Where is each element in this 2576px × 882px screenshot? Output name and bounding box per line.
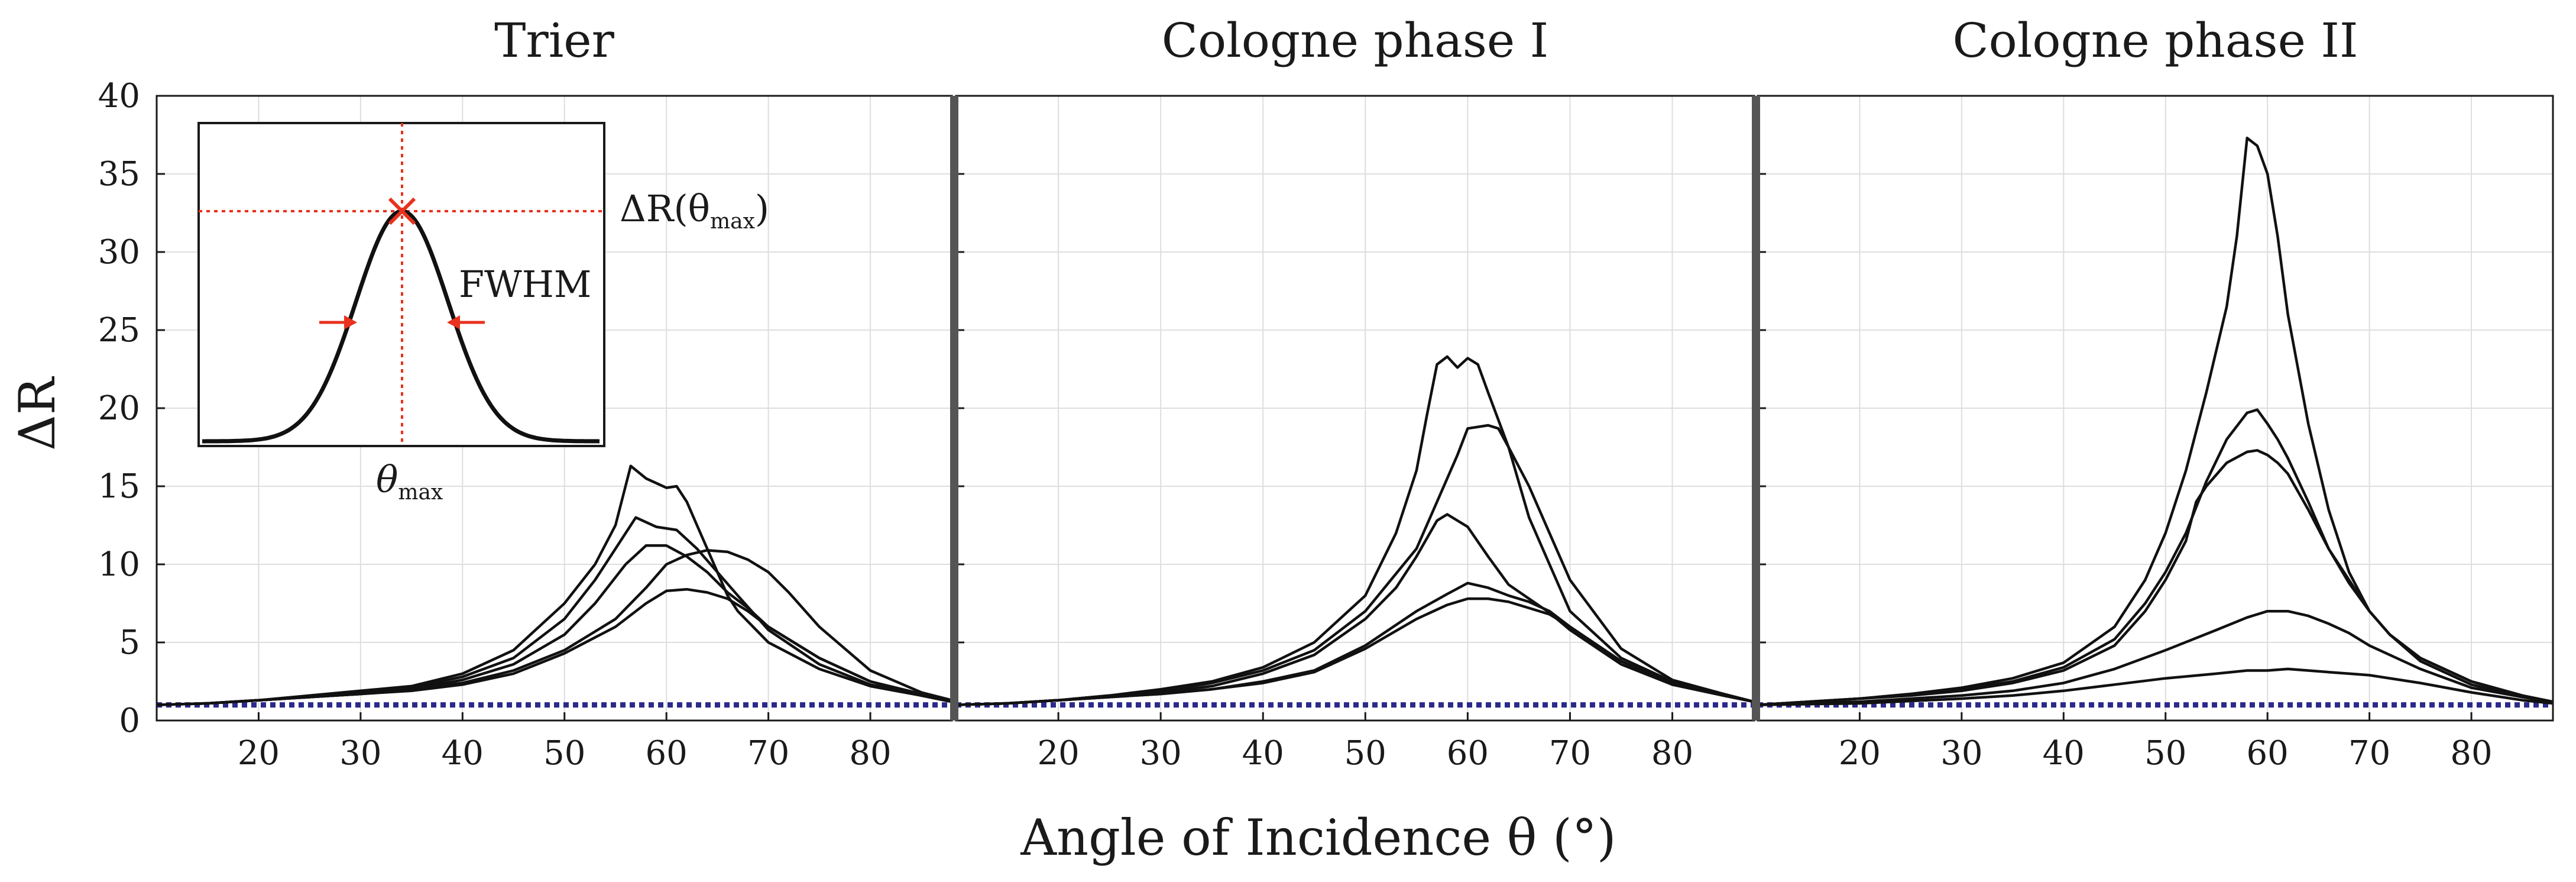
x-tick-label: 70 xyxy=(747,734,789,773)
series-line-5 xyxy=(955,597,1755,706)
x-tick-label: 70 xyxy=(1549,734,1591,773)
series-line-5 xyxy=(1757,667,2554,706)
series-line-3 xyxy=(955,513,1755,706)
x-tick-label: 20 xyxy=(1839,734,1881,773)
y-axis-label: ΔR xyxy=(8,376,66,451)
x-tick-label: 70 xyxy=(2348,734,2390,773)
panel-title: Trier xyxy=(494,13,615,68)
y-tick-label: 35 xyxy=(98,155,140,193)
y-tick-label: 30 xyxy=(98,233,140,272)
x-tick-label: 30 xyxy=(1940,734,1982,773)
chart-panel-3: 20 30 40 50 60 70 80 Cologne phase II xyxy=(1752,13,2554,773)
inset-schematic: FWHM θmax ΔR(θmax) xyxy=(197,122,769,505)
x-tick-label: 40 xyxy=(2043,734,2085,773)
panel-title: Cologne phase II xyxy=(1952,13,2358,68)
y-tick-label: 25 xyxy=(98,311,140,350)
inset-fwhm-label: FWHM xyxy=(459,263,591,306)
x-tick-label: 60 xyxy=(2247,734,2289,773)
x-tick-label: 30 xyxy=(339,734,381,773)
peak-marker-icon xyxy=(388,197,416,225)
x-tick-label: 50 xyxy=(1344,734,1386,773)
chart-panel-2: 20 30 40 50 60 70 80 Cologne phase I xyxy=(950,13,1755,773)
x-tick-label: 80 xyxy=(2450,734,2492,773)
x-tick-label: 20 xyxy=(238,734,280,773)
series-line-3 xyxy=(1757,449,2554,706)
y-tick-label: 10 xyxy=(98,545,140,584)
y-tick-label: 15 xyxy=(98,467,140,506)
y-tick-label: 40 xyxy=(98,77,140,115)
series-line-1 xyxy=(156,464,952,706)
panel-title: Cologne phase I xyxy=(1162,13,1549,68)
x-tick-label: 80 xyxy=(849,734,891,773)
inset-peak-label: ΔR(θmax) xyxy=(620,187,769,234)
x-tick-label: 30 xyxy=(1140,734,1182,773)
panel-separator xyxy=(950,96,958,721)
x-tick-label: 60 xyxy=(1447,734,1489,773)
x-tick-label: 80 xyxy=(1651,734,1693,773)
x-tick-label: 40 xyxy=(1242,734,1284,773)
x-tick-label: 20 xyxy=(1037,734,1079,773)
series-line-1 xyxy=(955,355,1755,706)
inset-theta-max-label: θmax xyxy=(376,458,443,505)
y-tick-label: 5 xyxy=(119,623,140,662)
series-line-5 xyxy=(156,587,952,706)
x-axis-label: Angle of Incidence θ (°) xyxy=(1020,809,1616,867)
x-tick-label: 60 xyxy=(646,734,688,773)
panel-separator xyxy=(1752,96,1760,721)
x-tick-label: 50 xyxy=(543,734,585,773)
x-tick-label: 40 xyxy=(442,734,484,773)
x-tick-label: 50 xyxy=(2144,734,2186,773)
fwhm-arrow-right-icon xyxy=(447,315,485,329)
y-tick-label: 0 xyxy=(119,702,140,740)
series-line-4 xyxy=(1757,609,2554,706)
fwhm-arrow-left-icon xyxy=(319,315,357,329)
series-line-1 xyxy=(1757,137,2554,706)
series-line-2 xyxy=(955,424,1755,706)
y-tick-label: 20 xyxy=(98,389,140,428)
series-line-4 xyxy=(955,581,1755,706)
